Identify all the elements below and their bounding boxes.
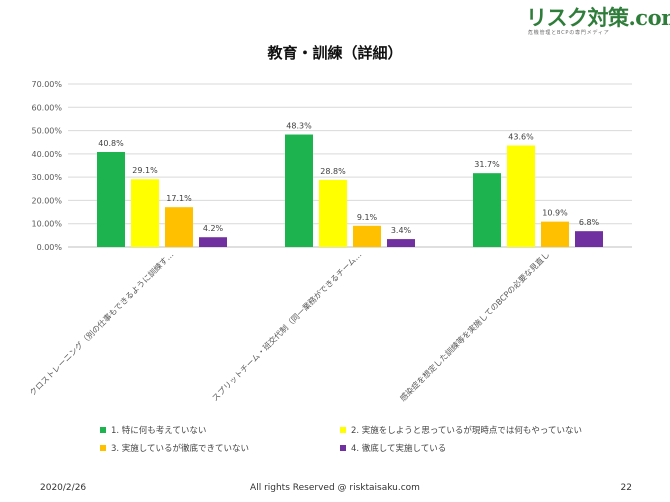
bar [285,134,313,247]
y-tick-label: 20.00% [31,196,62,205]
data-label: 9.1% [357,213,378,222]
site-logo: リスク対策.com 危機管理とBCPの専門メディア [526,2,670,40]
data-label: 29.1% [132,166,158,175]
data-label: 4.2% [203,224,224,233]
logo-text: リスク対策.com [526,5,670,30]
data-label: 48.3% [286,122,312,131]
bar [97,151,125,247]
data-label: 6.8% [579,218,600,227]
x-tick-label: スプリットチーム・班交代制（同一業務ができるチーム… [210,249,364,403]
logo-tagline: 危機管理とBCPの専門メディア [528,30,610,36]
y-tick-label: 50.00% [31,127,62,136]
bar [199,237,227,247]
y-tick-label: 30.00% [31,173,62,182]
data-label: 40.8% [98,139,124,148]
y-tick-label: 40.00% [31,150,62,159]
x-tick-label: クロストレーニング（別の仕事もできるように訓練す… [27,249,175,397]
y-tick-label: 60.00% [31,103,62,112]
footer-date: 2020/2/26 [40,483,87,493]
data-label: 31.7% [474,160,500,169]
data-label: 43.6% [508,132,534,141]
data-label: 17.1% [166,194,192,203]
data-label: 3.4% [391,226,412,235]
bar [353,225,381,247]
bar [575,231,603,247]
data-label: 10.9% [542,209,568,218]
y-tick-label: 0.00% [37,243,63,252]
bar [131,179,159,247]
bar [541,221,569,247]
bar [507,145,535,247]
bar [319,179,347,247]
page-number: 22 [620,483,632,493]
bar [165,207,193,247]
y-tick-label: 70.00% [31,80,62,89]
x-tick-label: 感染症を想定した訓練等を実施してのBCPの必要な見直し [398,249,552,403]
bar [387,239,415,247]
bar [473,173,501,247]
chart-title: 教育・訓練（詳細） [267,44,403,62]
data-label: 28.8% [320,167,346,176]
y-tick-label: 10.00% [31,220,62,229]
footer-copyright: All rights Reserved @ risktaisaku.com [250,483,420,493]
